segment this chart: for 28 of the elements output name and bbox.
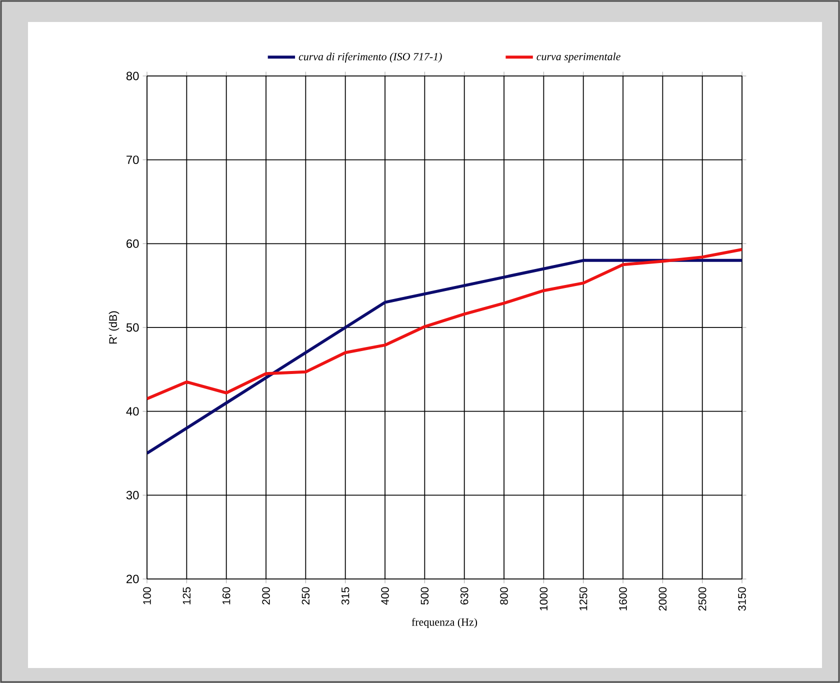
x-tick-label: 800: [500, 587, 508, 605]
x-tick-label: 1250: [579, 587, 588, 610]
x-tick-label: 1000: [540, 587, 548, 610]
y-tick-label: 80: [126, 72, 139, 80]
x-tick-label: 100: [143, 587, 151, 604]
x-tick-label: 2500: [698, 587, 706, 611]
y-tick-label: 20: [126, 574, 139, 584]
x-tick-label: 630: [460, 587, 468, 604]
y-tick-label: 50: [126, 323, 139, 332]
x-tick-label: 500: [420, 587, 429, 605]
x-tick-label: 315: [341, 587, 350, 605]
x-tick-label: 200: [262, 587, 270, 604]
line-series: [147, 248, 742, 400]
x-tick-label: 250: [302, 587, 310, 604]
x-axis-title: frequenza (Hz): [412, 618, 478, 628]
y-tick-label: 30: [126, 490, 139, 500]
legend-label: curva di riferimento (ISO 717-1): [298, 52, 442, 63]
x-tick-label: 125: [182, 587, 191, 604]
y-tick-label: 60: [126, 239, 139, 248]
legend-label: curva sperimentale: [536, 52, 620, 63]
x-tick-label: 3150: [738, 587, 746, 611]
y-tick-label: 40: [126, 407, 139, 416]
x-tick-label: 1600: [619, 587, 627, 610]
x-tick-label: 400: [381, 587, 389, 605]
y-axis-title: R' (dB): [108, 311, 120, 344]
x-tick-label: 160: [222, 587, 230, 604]
x-tick-label: 2000: [658, 587, 667, 611]
y-tick-label: 70: [126, 156, 139, 164]
